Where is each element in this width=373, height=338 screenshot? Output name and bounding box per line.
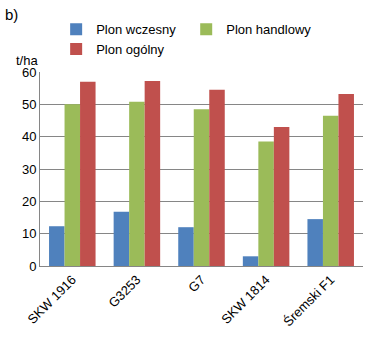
svg-text:40: 40 (22, 129, 36, 144)
svg-text:SKW 1814: SKW 1814 (218, 272, 273, 327)
svg-text:Śremski F1: Śremski F1 (280, 272, 337, 329)
svg-text:t/ha: t/ha (16, 53, 38, 68)
svg-text:Plon ogólny: Plon ogólny (96, 42, 164, 57)
svg-text:Plon wczesny: Plon wczesny (96, 22, 176, 37)
svg-text:60: 60 (22, 65, 36, 80)
svg-text:50: 50 (22, 97, 36, 112)
svg-text:b): b) (5, 6, 18, 23)
svg-text:G3253: G3253 (105, 272, 143, 310)
svg-text:Plon handlowy: Plon handlowy (226, 22, 311, 37)
svg-text:0: 0 (29, 259, 36, 274)
svg-text:10: 10 (22, 226, 36, 241)
svg-text:30: 30 (22, 162, 36, 177)
svg-text:G7: G7 (185, 272, 208, 295)
svg-text:20: 20 (22, 194, 36, 209)
svg-text:SKW 1916: SKW 1916 (24, 272, 79, 327)
